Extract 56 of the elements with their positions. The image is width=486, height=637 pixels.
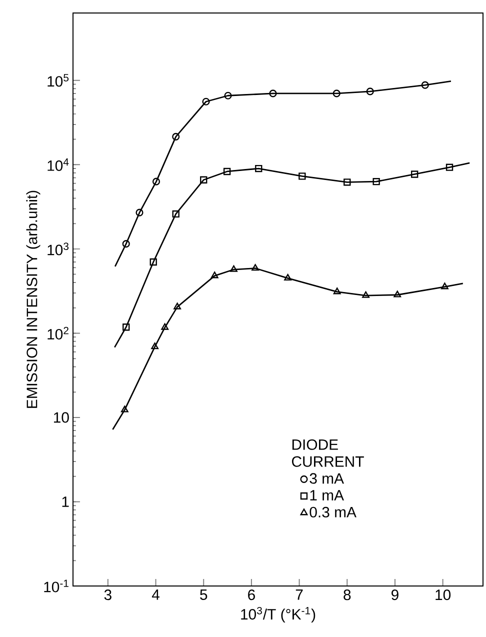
- x-tick-label: 10: [436, 590, 451, 600]
- point: [174, 302, 181, 310]
- point: [344, 178, 351, 186]
- point: [122, 324, 130, 331]
- legend-label: 0.3 mA: [310, 506, 356, 518]
- point: [269, 90, 277, 98]
- y-tick-label: 10: [54, 412, 69, 423]
- point: [441, 282, 448, 290]
- point: [210, 272, 218, 278]
- y-tick-label: 10$^{5}$: [48, 74, 69, 87]
- x-tick-label: 8: [344, 590, 351, 600]
- point: [284, 274, 292, 281]
- y-axis-title: EMISSION INTENSITY (arb.unit): [26, 190, 40, 408]
- point: [172, 210, 180, 218]
- x-tick-label: 7: [296, 590, 303, 600]
- point: [255, 164, 262, 172]
- point: [200, 176, 208, 184]
- point: [223, 168, 231, 176]
- y-tick-label: 10$^{4}$: [48, 158, 69, 171]
- point: [421, 81, 429, 89]
- x-tick-label: 5: [200, 590, 208, 600]
- point: [152, 178, 160, 186]
- point: [394, 290, 402, 298]
- point: [202, 98, 210, 106]
- legend-label: 3 mA: [310, 473, 344, 484]
- point: [122, 240, 130, 248]
- x-tick-label: 4: [152, 590, 160, 600]
- point: [161, 323, 169, 330]
- x-axis-title: 10$^{3}$/T (°K$^{-1}$): [241, 606, 316, 623]
- point: [332, 90, 340, 98]
- point: [120, 406, 128, 412]
- point: [333, 288, 341, 294]
- point: [150, 258, 157, 266]
- point: [446, 164, 454, 171]
- point: [136, 208, 144, 216]
- point: [366, 88, 374, 96]
- point: [172, 132, 180, 140]
- y-tick-label: 1: [62, 496, 69, 507]
- y-tick-label: 10$^{2}$: [48, 326, 68, 340]
- point: [411, 170, 418, 178]
- x-tick-label: 9: [392, 590, 398, 600]
- legend-title: DIODE CURRENT: [292, 439, 364, 467]
- x-tick-label: 6: [248, 590, 255, 600]
- line-series: [114, 162, 470, 348]
- x-tick-label: 3: [104, 590, 112, 600]
- point: [252, 264, 259, 271]
- point: [362, 291, 370, 298]
- point: [224, 92, 232, 100]
- y-tick-label: 10$^{3}$: [48, 242, 69, 256]
- point: [298, 172, 306, 180]
- point: [372, 178, 380, 186]
- point: [230, 265, 238, 272]
- legend-label: 1 mA: [310, 490, 344, 500]
- line-series: [114, 80, 452, 268]
- point: [151, 342, 159, 350]
- y-tick-label: 10$^{-1}$: [44, 580, 68, 592]
